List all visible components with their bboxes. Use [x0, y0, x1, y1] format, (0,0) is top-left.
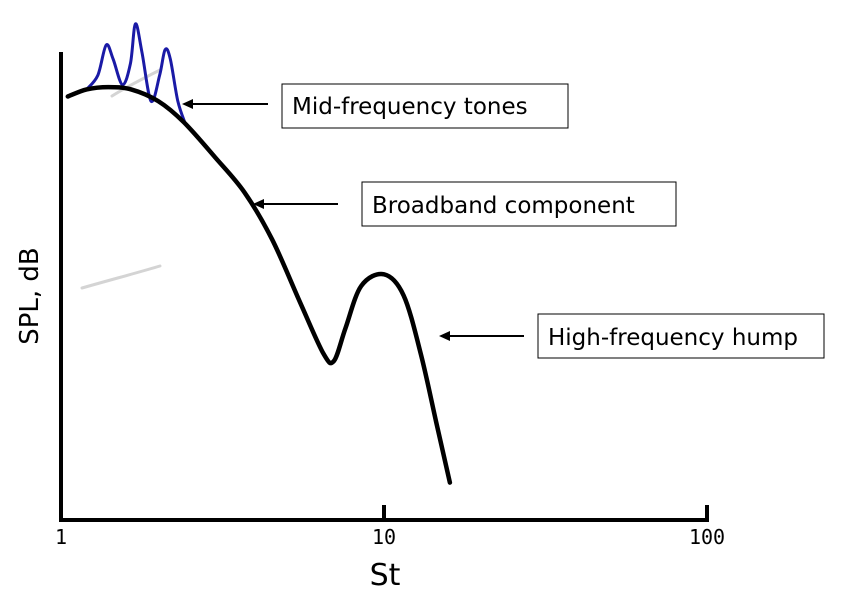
callout-label: High-frequency hump — [548, 325, 798, 351]
series-line-tones — [85, 22, 188, 126]
x-tick-label: 1 — [55, 525, 67, 549]
callout-label: Broadband component — [372, 193, 635, 219]
x-axis-title: St — [370, 558, 401, 593]
callout-label: Mid-frequency tones — [292, 94, 528, 120]
callout-box — [281, 83, 569, 129]
callout-box — [361, 181, 677, 227]
arrowhead — [439, 331, 450, 341]
callout-broadband-component: Broadband component — [253, 181, 677, 227]
series-line-broadband — [65, 84, 453, 485]
y-axis-title: SPL, dB — [15, 247, 45, 345]
faint-smudge-top — [110, 68, 162, 98]
x-tick-label: 100 — [689, 525, 725, 549]
arrowhead — [253, 199, 264, 209]
arrowhead — [182, 99, 193, 109]
x-ticks: 1 10 100 — [55, 505, 725, 549]
callout-box — [537, 313, 825, 359]
x-tick-label: 10 — [372, 525, 396, 549]
faint-smudge-middle — [80, 264, 162, 290]
series-layer — [65, 22, 453, 485]
callout-mid-frequency-tones: Mid-frequency tones — [182, 83, 569, 129]
callout-high-frequency-hump: High-frequency hump — [439, 313, 825, 359]
